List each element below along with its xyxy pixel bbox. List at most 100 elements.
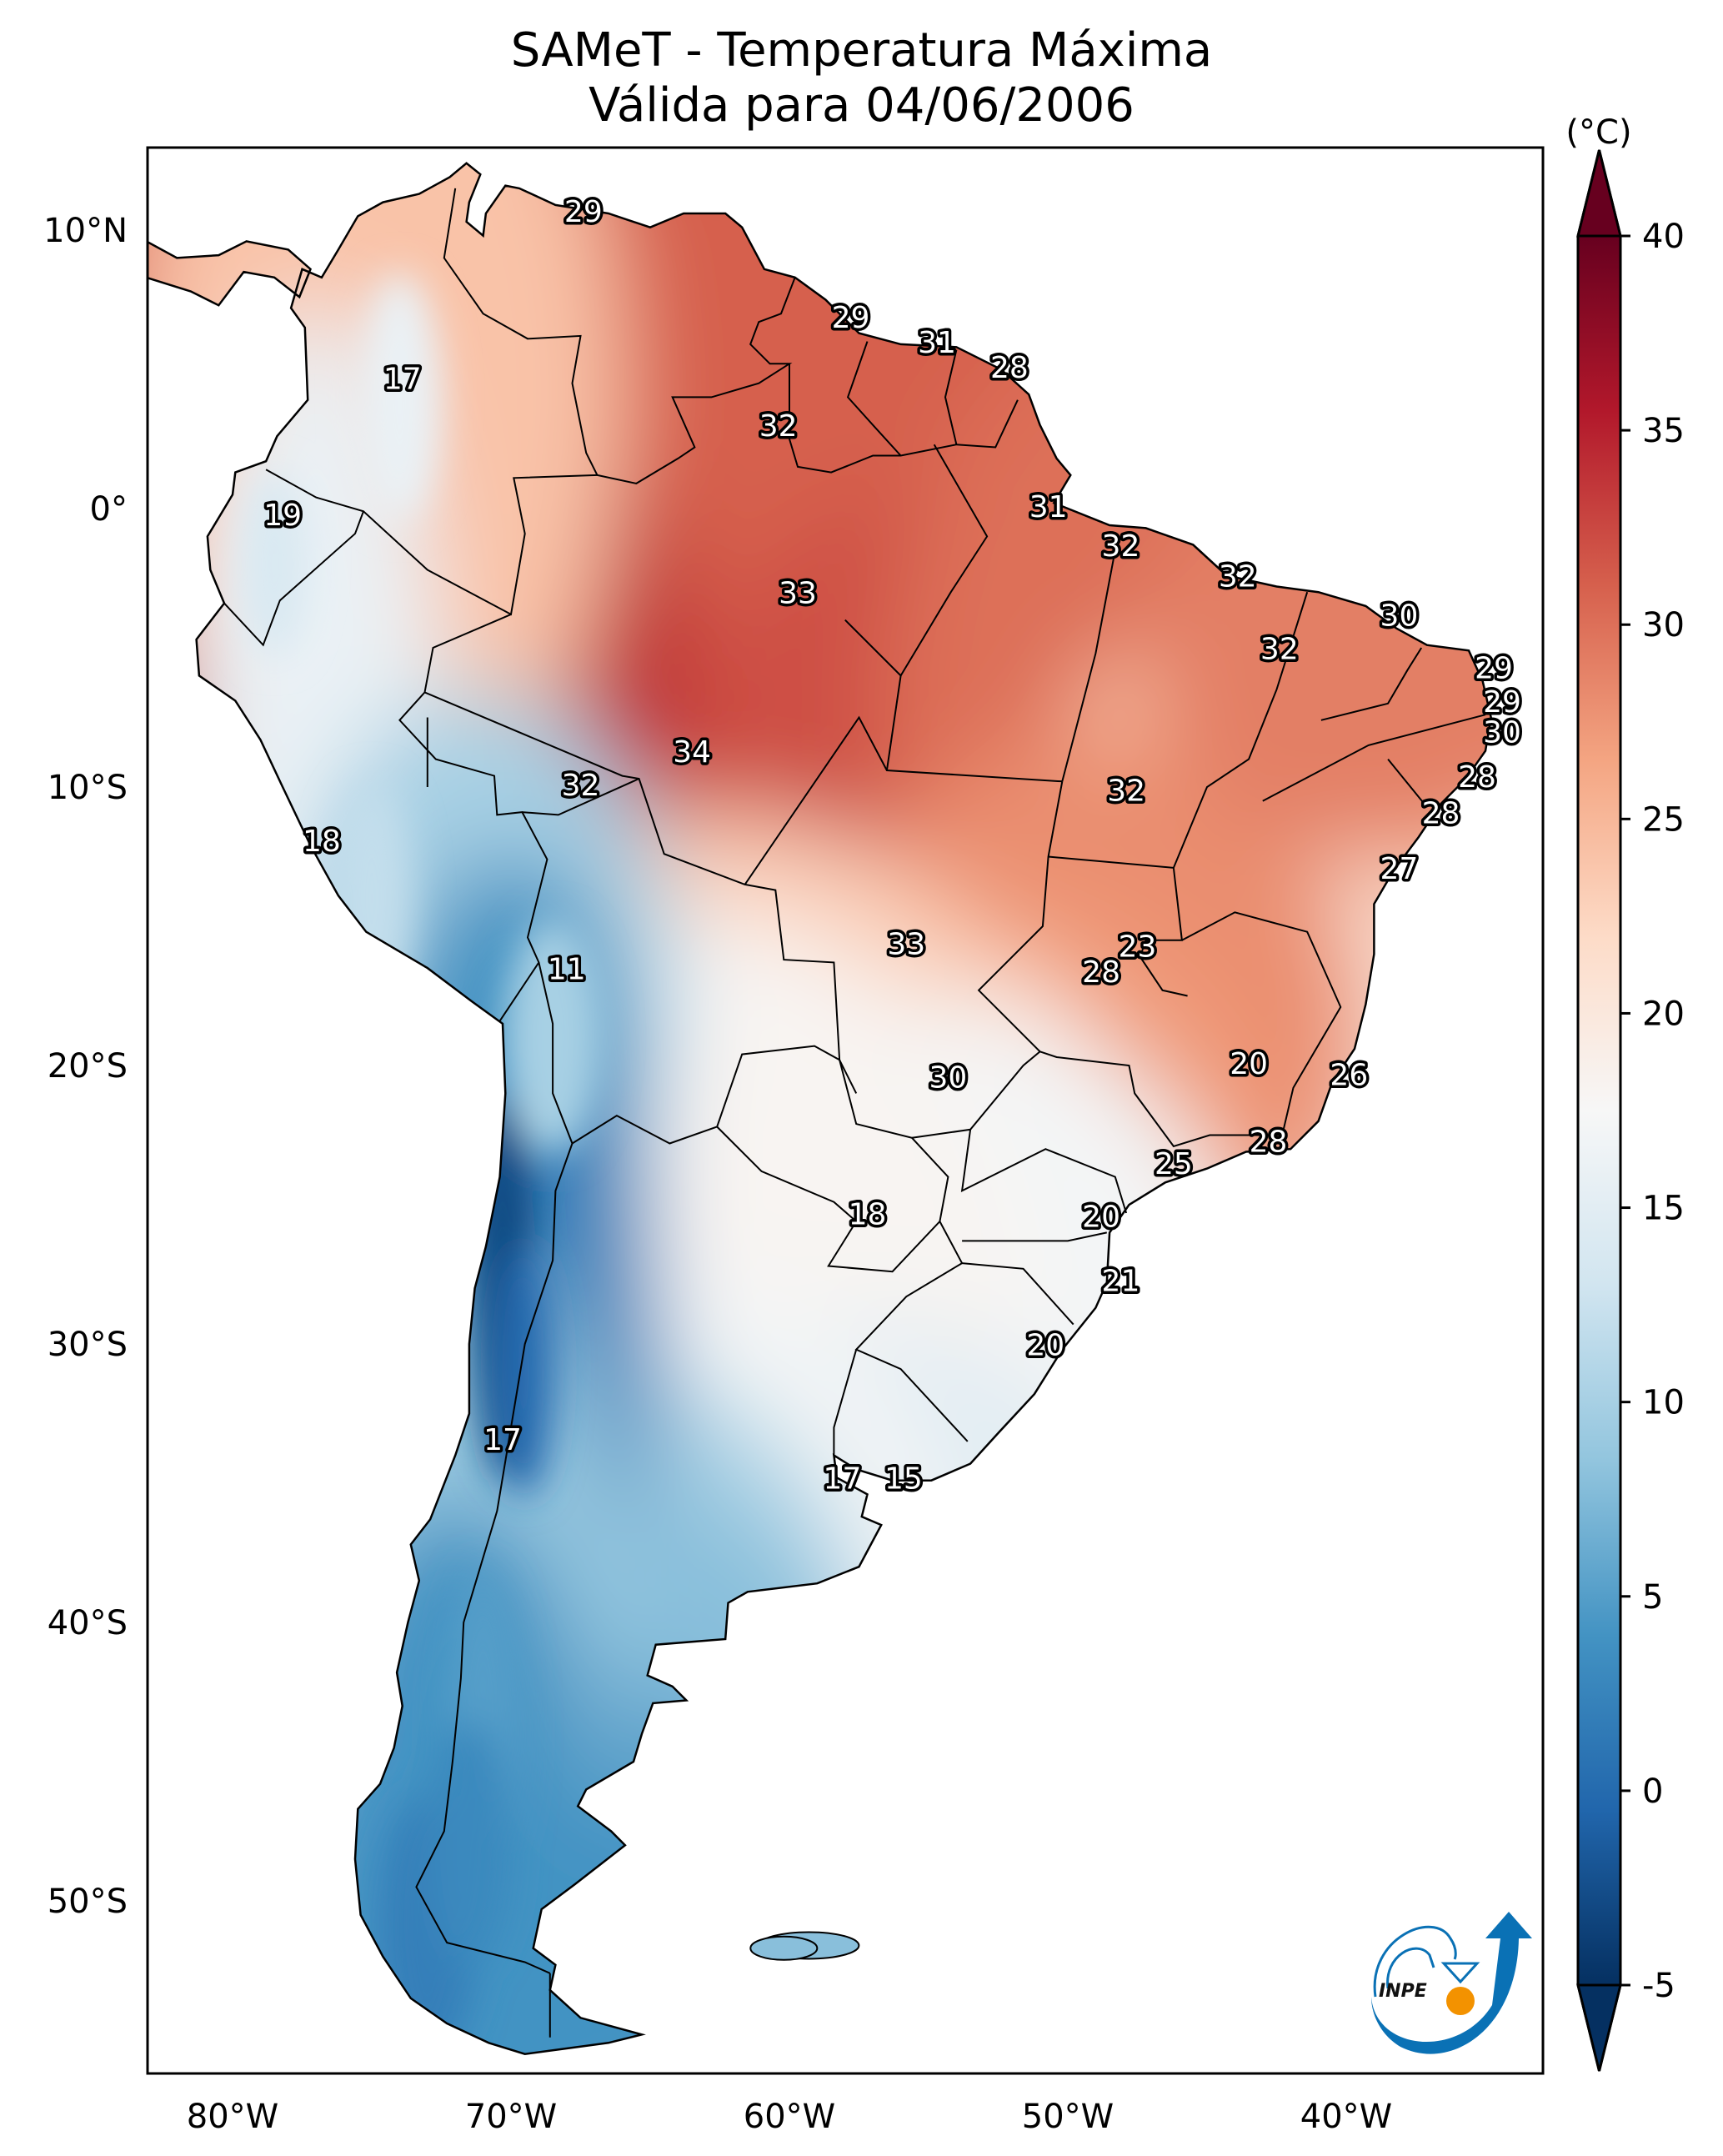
colorbar-extend-min (1576, 1983, 1622, 2072)
border-line (833, 1349, 858, 1456)
border-line (911, 781, 1064, 1139)
field-blob (427, 1720, 511, 1971)
map-axes: 80°W 70°W 60°W 50°W 40°W 10°N 0° 10°S 20°S 30°S 4… (43, 146, 1545, 2136)
station-value-label: 18 (303, 825, 341, 859)
logo-text: INPE (1379, 1981, 1427, 2002)
border-line (899, 444, 989, 676)
border-line (265, 469, 598, 616)
colorbar-tick-label: 35 (1642, 412, 1685, 450)
latitude-ticks: 10°N 0° 10°S 20°S 30°S 40°S 50°S (43, 212, 128, 1921)
station-value-label: 32 (1107, 775, 1145, 809)
y-tick-label: 10°S (48, 769, 128, 807)
colorbar: (°C) 40 35 30 25 20 15 10 5 0 -5 (1565, 113, 1685, 2072)
station-value-label: 34 (673, 735, 711, 770)
y-tick-label: 30°S (48, 1326, 128, 1364)
station-value-label: 19 (263, 499, 302, 533)
station-value-label: 32 (562, 769, 600, 803)
station-value-label: 17 (483, 1423, 522, 1457)
border-line (538, 962, 840, 1145)
station-value-label: 17 (824, 1462, 862, 1497)
station-value-label: 30 (1380, 599, 1419, 633)
station-value-label: 32 (1260, 632, 1299, 666)
y-tick-label: 0° (90, 490, 128, 529)
field-blob (1140, 439, 1491, 856)
x-tick-label: 80°W (187, 2098, 278, 2136)
country-borders (223, 188, 1486, 2038)
y-tick-label: 20°S (48, 1047, 128, 1086)
station-value-label: 20 (1026, 1328, 1064, 1362)
colorbar-tick-label: -5 (1642, 1967, 1675, 2005)
station-value-label: 29 (1483, 685, 1521, 720)
station-value-label: 29 (832, 301, 870, 335)
colorbar-extend-max (1576, 149, 1622, 238)
colorbar-tick-label: 0 (1642, 1772, 1663, 1811)
station-value-label: 28 (1458, 760, 1496, 795)
title-line-2: Válida para 04/06/2006 (589, 78, 1134, 133)
border-line (1387, 758, 1425, 805)
station-value-label: 17 (383, 362, 422, 396)
station-value-label: 32 (1219, 560, 1257, 594)
border-line (398, 613, 548, 1022)
station-value-label: 15 (884, 1462, 923, 1497)
logo-swoosh-icon (1371, 1912, 1532, 2054)
station-value-label: 28 (1422, 796, 1460, 830)
falkland-islands (749, 1931, 860, 1961)
station-value-label: 33 (779, 577, 817, 611)
station-value-label: 21 (1102, 1265, 1140, 1299)
colorbar-tick-label: 25 (1642, 800, 1685, 839)
station-value-label: 25 (1155, 1147, 1193, 1181)
title-line-1: SAMeT - Temperatura Máxima (510, 23, 1213, 78)
map-frame (146, 146, 1545, 2075)
station-value-label: 30 (1483, 716, 1521, 750)
logo-arrow-down-icon (1440, 1962, 1480, 1984)
colorbar-tick-label: 5 (1642, 1578, 1663, 1617)
station-value-label: 26 (1330, 1058, 1368, 1092)
border-line (415, 1143, 573, 1974)
x-tick-label: 70°W (465, 2098, 557, 2136)
station-value-label: 28 (1250, 1126, 1288, 1160)
coastline (148, 162, 1492, 2055)
border-line (846, 341, 902, 457)
field-blob (330, 781, 413, 1015)
station-value-label: 23 (1119, 930, 1157, 965)
logo-sun-icon (1446, 1987, 1475, 2015)
border-line (1039, 911, 1342, 1148)
colorbar-tick-label: 40 (1642, 218, 1685, 256)
station-value-label: 33 (887, 927, 925, 961)
border-line (716, 1060, 949, 1273)
border-line (962, 1262, 1074, 1326)
y-tick-label: 50°S (48, 1883, 128, 1921)
station-value-label: 31 (1029, 490, 1068, 524)
station-value-label: 11 (548, 952, 586, 986)
colorbar-tick-label: 15 (1642, 1190, 1685, 1228)
station-value-label: 31 (918, 326, 956, 360)
station-value-label: 29 (564, 195, 603, 229)
station-value-label: 29 (1475, 652, 1513, 686)
colorbar-tick-label: 20 (1642, 995, 1685, 1033)
y-tick-label: 10°N (43, 212, 128, 250)
border-line (960, 1129, 1128, 1214)
station-value-label: 18 (849, 1197, 887, 1231)
border-line (854, 1221, 969, 1442)
longitude-ticks: 80°W 70°W 60°W 50°W 40°W (187, 2098, 1392, 2136)
station-value-label: 30 (929, 1061, 967, 1096)
inpe-logo: INPE (1371, 1912, 1532, 2054)
border-line (223, 510, 364, 647)
field-blob (241, 472, 308, 656)
station-value-label: 32 (759, 409, 798, 444)
border-line (1320, 647, 1423, 721)
station-value-label: 32 (1102, 529, 1140, 564)
station-value-label: 20 (1230, 1047, 1268, 1081)
border-line (789, 364, 1019, 474)
field-blob (358, 272, 442, 523)
colorbar-units-label: (°C) (1565, 113, 1631, 152)
border-line (522, 778, 640, 816)
colorbar-gradient (1576, 149, 1622, 2072)
colorbar-ticks: 40 35 30 25 20 15 10 5 0 -5 (1620, 218, 1685, 2005)
border-line (962, 1231, 1108, 1242)
colorbar-tick-label: 30 (1642, 606, 1685, 644)
x-tick-label: 60°W (744, 2098, 835, 2136)
station-value-label: 20 (1082, 1201, 1120, 1235)
